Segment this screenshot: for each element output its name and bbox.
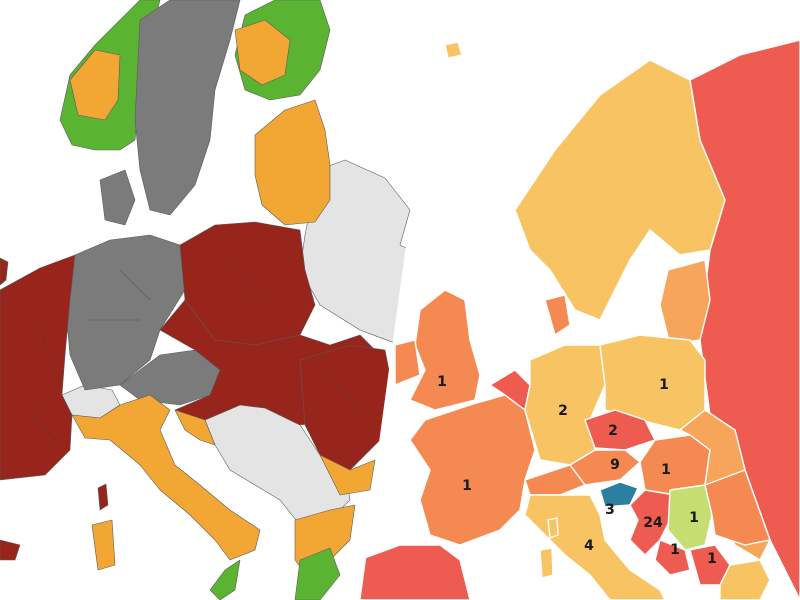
left-sardinia bbox=[91, 519, 116, 571]
right-italy bbox=[524, 494, 666, 600]
label-czechia: 2 bbox=[608, 423, 618, 439]
left-uk-edge bbox=[0, 257, 9, 286]
label-slovenia: 3 bbox=[605, 502, 615, 518]
left-norway-orange bbox=[69, 49, 121, 121]
left-greece-green bbox=[294, 547, 341, 600]
count-labels: 1 2 1 2 9 1 1 3 24 1 4 1 1 bbox=[437, 374, 717, 567]
label-croatia: 24 bbox=[643, 515, 663, 531]
left-corsica bbox=[97, 483, 109, 511]
left-finland-orange bbox=[234, 19, 291, 86]
left-denmark bbox=[99, 169, 136, 226]
label-serbia: 1 bbox=[689, 510, 699, 526]
label-montenegro: 1 bbox=[670, 542, 680, 558]
left-italy bbox=[71, 394, 261, 561]
label-kosovo: 1 bbox=[707, 551, 717, 567]
label-hungary: 1 bbox=[661, 462, 671, 478]
left-sweden bbox=[134, 0, 241, 216]
left-germany bbox=[64, 234, 186, 391]
right-ireland bbox=[394, 339, 421, 386]
left-sicily-green bbox=[209, 559, 241, 600]
label-germany: 2 bbox=[558, 403, 568, 419]
left-map bbox=[0, 0, 441, 600]
right-corsica bbox=[547, 517, 559, 539]
label-italy: 4 bbox=[584, 538, 594, 554]
right-sardinia bbox=[539, 547, 554, 579]
label-france: 1 bbox=[462, 478, 472, 494]
left-france-benelux bbox=[0, 254, 76, 481]
right-baltics bbox=[659, 259, 711, 346]
right-denmark bbox=[544, 294, 571, 336]
label-uk: 1 bbox=[437, 374, 447, 390]
label-poland: 1 bbox=[659, 377, 669, 393]
right-map: 1 2 1 2 9 1 1 3 24 1 4 1 1 bbox=[359, 0, 800, 600]
right-bulgaria bbox=[719, 559, 771, 600]
label-austria: 9 bbox=[610, 457, 620, 473]
left-internal-borders bbox=[29, 259, 361, 441]
left-iberia-edge bbox=[0, 539, 21, 561]
right-romania bbox=[704, 469, 771, 546]
right-scandinavia bbox=[514, 59, 726, 321]
right-slovenia bbox=[599, 481, 639, 508]
left-baltics bbox=[254, 99, 331, 226]
right-iberia bbox=[359, 544, 471, 600]
right-iceland bbox=[444, 41, 463, 59]
right-montenegro bbox=[654, 539, 691, 576]
split-divider bbox=[357, 0, 443, 600]
left-bulgaria bbox=[319, 454, 376, 496]
left-croatia bbox=[174, 409, 216, 446]
right-uk bbox=[409, 289, 481, 411]
